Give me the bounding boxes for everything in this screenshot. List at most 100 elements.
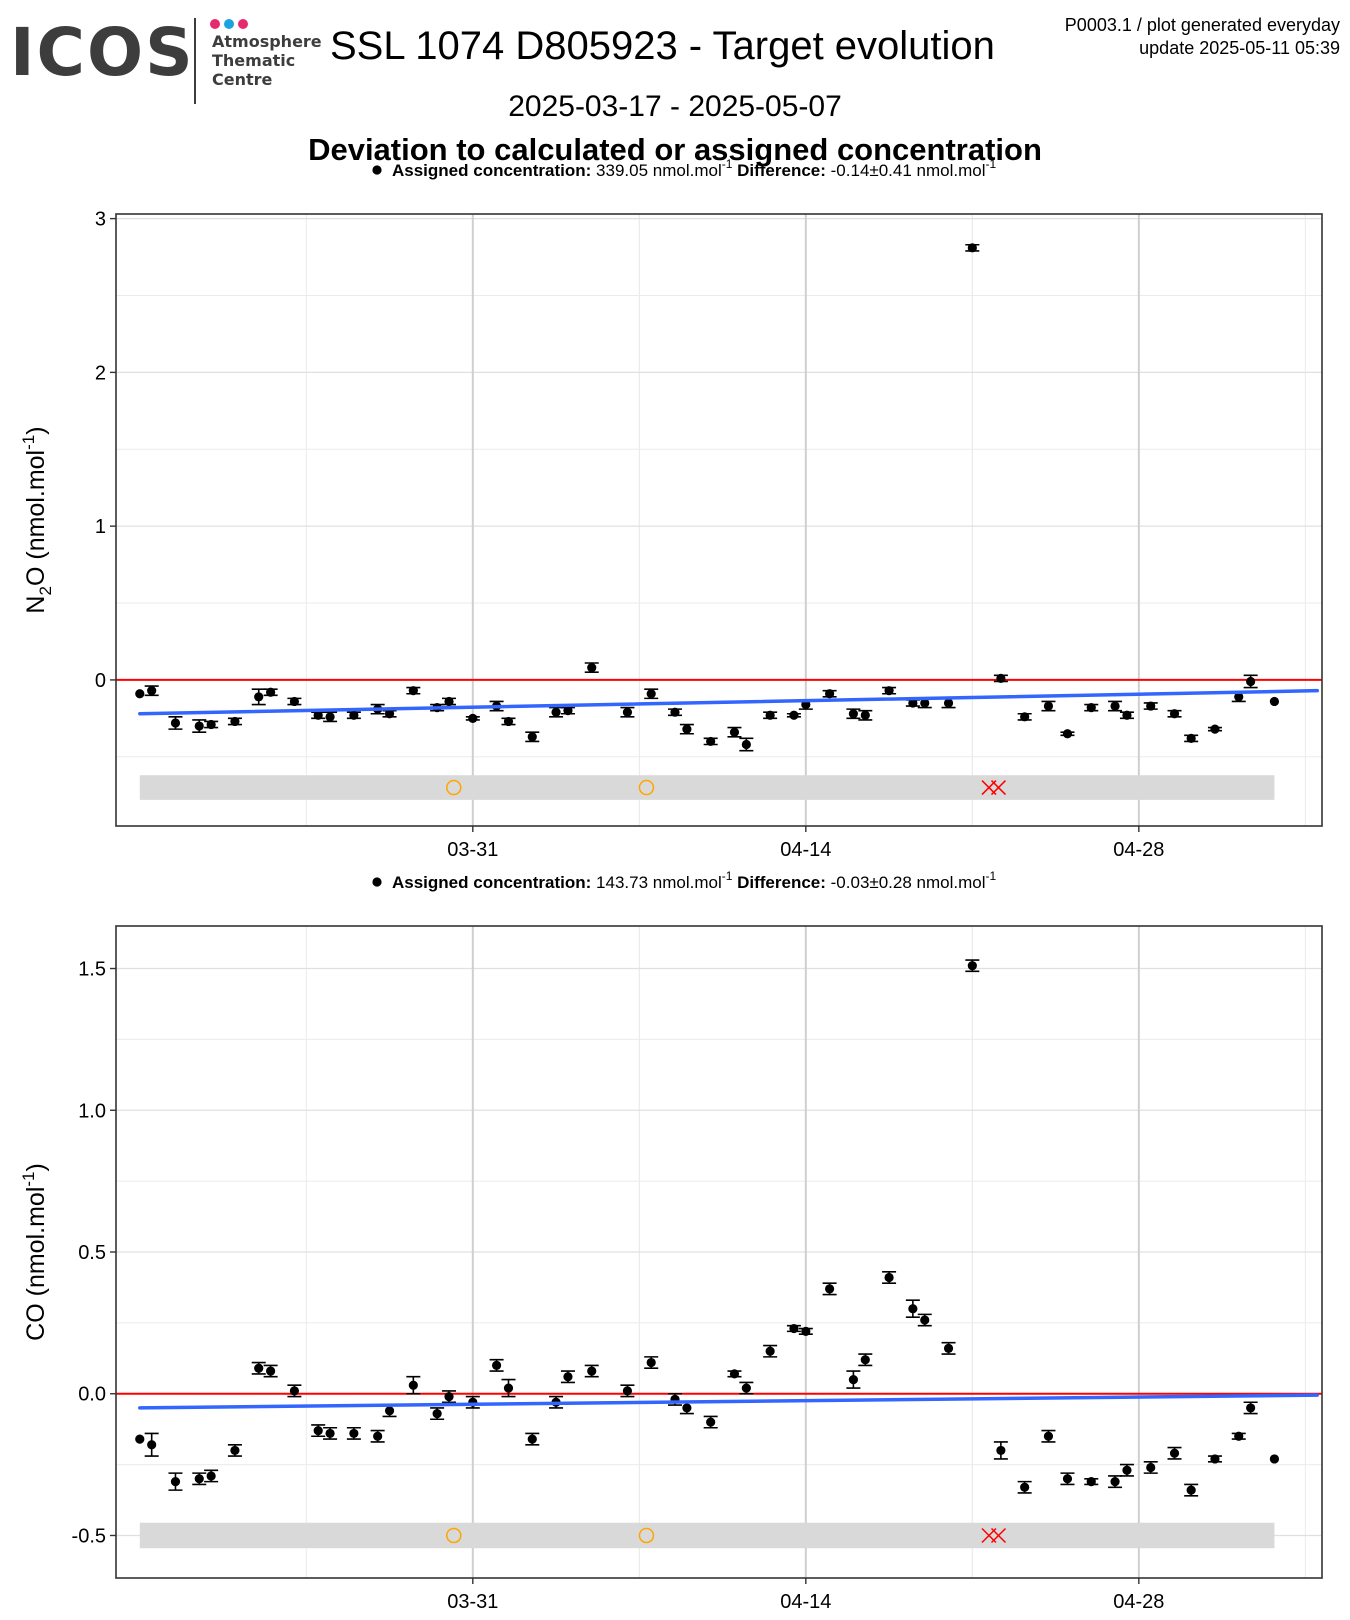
data-point — [622, 707, 633, 717]
y-axis-species-sub: 2 — [36, 586, 55, 595]
data-point — [206, 1471, 216, 1481]
data-point — [408, 686, 418, 696]
data-point — [587, 663, 597, 673]
y-tick-label: 1 — [95, 516, 106, 538]
info-assigned-label: Assigned concentration: — [392, 161, 591, 180]
section-title: Deviation to calculated or assigned conc… — [308, 132, 1042, 167]
data-point — [848, 1374, 858, 1385]
data-point — [908, 698, 918, 708]
info-difference-label: Difference: — [732, 873, 826, 892]
data-point — [967, 243, 977, 253]
data-point — [551, 707, 561, 717]
y-axis-unit: (nmol.mol — [22, 450, 50, 567]
data-point — [1062, 1474, 1073, 1484]
data-point — [825, 689, 835, 699]
data-point — [1186, 1485, 1196, 1495]
y-axis-unit-exp: -1 — [19, 1172, 38, 1187]
data-point — [170, 1477, 181, 1487]
data-point — [801, 1326, 811, 1336]
generation-meta: P0003.1 / plot generated everyday update… — [1065, 14, 1340, 60]
data-point — [1043, 1431, 1054, 1441]
y-tick-label: -0.5 — [72, 1525, 106, 1547]
data-point — [503, 1383, 514, 1393]
data-point — [789, 710, 799, 720]
y-axis-unit-close: ) — [22, 426, 50, 434]
data-point — [1146, 1462, 1156, 1473]
y-tick-label: 0.0 — [78, 1384, 106, 1406]
data-point — [1020, 712, 1030, 722]
data-point — [444, 696, 454, 707]
data-point — [527, 732, 537, 742]
info-difference-exp: -1 — [986, 869, 997, 883]
data-point — [587, 1366, 597, 1376]
data-point — [1110, 1477, 1120, 1487]
data-point — [349, 710, 359, 720]
x-tick-label: 03-31 — [447, 1591, 498, 1613]
info-difference-exp: -1 — [986, 157, 997, 171]
data-point — [266, 687, 276, 697]
data-point — [789, 1323, 799, 1334]
data-point — [729, 727, 740, 737]
data-point — [313, 1425, 323, 1436]
data-point — [1020, 1482, 1030, 1492]
data-point — [908, 1304, 918, 1314]
data-point — [135, 1434, 145, 1444]
data-point — [384, 709, 395, 719]
data-point — [706, 1417, 716, 1427]
y-axis-label: CO (nmol.mol-1) — [19, 1163, 50, 1341]
logo-line: Atmosphere — [212, 32, 322, 51]
data-point — [491, 1360, 502, 1370]
y-axis-species: CO — [22, 1303, 50, 1341]
x-tick-label: 04-14 — [780, 839, 831, 861]
data-point — [266, 1366, 276, 1376]
data-point — [563, 1372, 573, 1382]
flag-cross-marker — [990, 1527, 1007, 1544]
y-tick-label: 0.5 — [78, 1242, 106, 1264]
info-assigned-value: 143.73 nmol.mol — [591, 873, 721, 892]
y-axis-species: N — [22, 596, 50, 614]
data-point — [432, 1408, 442, 1419]
logo-dot — [238, 19, 248, 29]
data-point — [729, 1369, 740, 1379]
info-difference-label: Difference: — [732, 161, 826, 180]
data-point — [135, 689, 145, 699]
data-point — [1210, 724, 1220, 734]
flag-band — [139, 775, 1275, 800]
data-point — [1086, 702, 1096, 713]
trend-line — [138, 1393, 1319, 1410]
data-point — [254, 1363, 264, 1373]
data-point — [230, 716, 240, 727]
date-range: 2025-03-17 - 2025-05-07 — [508, 90, 842, 123]
meta-line-update: update 2025-05-11 05:39 — [1139, 38, 1340, 58]
data-point — [996, 1445, 1006, 1456]
data-point — [1146, 701, 1156, 711]
y-tick-label: 3 — [95, 209, 106, 231]
logo-separator — [194, 18, 196, 104]
data-point — [884, 686, 894, 696]
data-point — [1169, 1448, 1180, 1458]
data-point — [1234, 1431, 1244, 1441]
info-point-marker — [372, 165, 382, 175]
data-point — [384, 1406, 395, 1416]
data-point — [848, 709, 858, 719]
data-point — [920, 698, 930, 708]
flag-circle-marker — [446, 779, 462, 796]
logo-dot — [210, 19, 220, 29]
data-point — [996, 673, 1006, 683]
y-tick-label: 0 — [95, 670, 106, 692]
y-axis-unit-exp: -1 — [19, 435, 38, 450]
info-difference-value: -0.14±0.41 nmol.mol — [826, 161, 986, 180]
data-point — [444, 1391, 454, 1402]
data-point — [1186, 733, 1196, 743]
info-point-marker — [372, 877, 382, 887]
info-line: Assigned concentration: 143.73 nmol.mol -… — [392, 869, 996, 892]
data-point — [1169, 709, 1180, 719]
flag-circle-marker — [638, 779, 655, 796]
data-point — [943, 1343, 954, 1353]
info-assigned-label: Assigned concentration: — [392, 873, 591, 892]
y-axis-unit-close: ) — [22, 1163, 50, 1171]
data-point — [194, 1474, 204, 1484]
data-point — [313, 710, 323, 720]
x-tick-label: 04-28 — [1113, 839, 1164, 861]
